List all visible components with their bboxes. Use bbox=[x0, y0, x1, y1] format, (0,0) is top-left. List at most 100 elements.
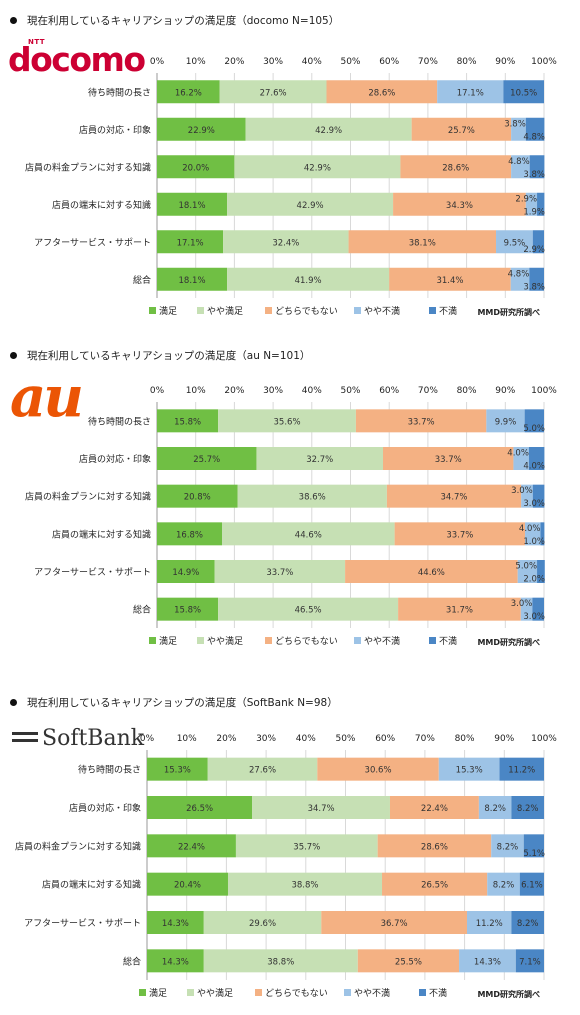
au-logo: au bbox=[10, 364, 84, 430]
data-label: 15.8% bbox=[174, 417, 201, 427]
legend-swatch bbox=[354, 307, 361, 314]
bar-segment bbox=[520, 597, 533, 621]
category-label: 待ち時間の長さ bbox=[88, 415, 151, 427]
bar-segment bbox=[437, 80, 504, 104]
bar-segment bbox=[218, 409, 356, 433]
x-tick-label: 10% bbox=[186, 57, 206, 67]
data-label: 22.4% bbox=[178, 842, 205, 852]
x-tick-label: 90% bbox=[495, 57, 515, 67]
data-label: 1.9% bbox=[523, 207, 545, 217]
data-label: 22.9% bbox=[188, 126, 215, 136]
legend-label: やや満足 bbox=[197, 988, 233, 999]
category-label: 総合 bbox=[133, 604, 151, 616]
legend-swatch bbox=[429, 307, 436, 314]
data-label: 3.0% bbox=[511, 486, 533, 496]
bar-segment bbox=[203, 949, 358, 973]
legend-label: やや満足 bbox=[207, 306, 243, 317]
bar-segment bbox=[523, 834, 544, 858]
bar-segment bbox=[227, 192, 394, 216]
bar-segment bbox=[521, 484, 533, 508]
category-label: 店員の対応・印象 bbox=[79, 453, 151, 465]
data-label: 32.7% bbox=[306, 455, 333, 465]
data-label: 9.5% bbox=[504, 238, 526, 248]
legend-swatch bbox=[197, 637, 204, 644]
category-label: 店員の端末に対する知識 bbox=[52, 199, 151, 211]
legend-label: 満足 bbox=[159, 306, 177, 317]
data-label: 42.9% bbox=[315, 126, 342, 136]
data-label: 33.7% bbox=[266, 568, 293, 578]
data-label: 22.4% bbox=[421, 804, 448, 814]
bar-segment bbox=[157, 560, 215, 583]
legend-label: やや不満 bbox=[364, 636, 400, 647]
au-section: 現在利用しているキャリアショップの満足度（au N=101） au 0% 10% 2… bbox=[0, 335, 580, 680]
bar-segment bbox=[252, 796, 390, 819]
bar-segment bbox=[214, 560, 346, 583]
data-label: 5.0% bbox=[523, 424, 545, 434]
x-tick-label: 0% bbox=[150, 386, 165, 396]
bar-segment bbox=[157, 522, 223, 546]
data-label: 17.1% bbox=[457, 88, 484, 98]
bar-segment bbox=[377, 834, 492, 858]
bar-segment bbox=[245, 117, 412, 141]
x-tick-label: 60% bbox=[375, 734, 395, 744]
x-tick-label: 100% bbox=[531, 57, 557, 67]
bar-segment bbox=[157, 192, 228, 216]
source-note: MMD研究所調べ bbox=[477, 307, 540, 317]
bar-segment bbox=[503, 80, 544, 104]
data-label: 25.7% bbox=[193, 455, 220, 465]
bar-segment bbox=[147, 949, 204, 973]
legend-swatch bbox=[255, 989, 262, 996]
softbank-chart-title: 現在利用しているキャリアショップの満足度（SoftBank N=98） bbox=[10, 695, 338, 710]
data-label: 2.9% bbox=[523, 245, 545, 255]
bar-segment bbox=[496, 230, 533, 254]
bar-segment bbox=[147, 911, 204, 934]
data-label: 27.6% bbox=[249, 766, 276, 776]
category-label: 店員の対応・印象 bbox=[79, 124, 151, 136]
legend-swatch bbox=[139, 989, 146, 996]
category-label: 待ち時間の長さ bbox=[78, 764, 141, 776]
data-label: 34.7% bbox=[441, 493, 468, 503]
data-label: 11.2% bbox=[476, 919, 503, 929]
x-tick-label: 20% bbox=[216, 734, 236, 744]
data-label: 3.8% bbox=[523, 282, 545, 292]
x-tick-label: 100% bbox=[531, 386, 557, 396]
bullet-icon bbox=[10, 16, 17, 24]
bar-segment bbox=[157, 409, 219, 433]
category-label: 店員の料金プランに対する知識 bbox=[25, 161, 151, 173]
data-label: 35.6% bbox=[274, 417, 301, 427]
data-label: 33.7% bbox=[408, 417, 435, 427]
bar-segment bbox=[400, 155, 512, 179]
x-tick-label: 50% bbox=[335, 734, 355, 744]
bar-segment bbox=[382, 872, 488, 896]
data-label: 28.6% bbox=[421, 842, 448, 852]
softbank-chart: 0% 10% 20% 30% 40% 50% 60% 70% 80% 90% 100% 待ち時間の長さ… bbox=[15, 734, 557, 999]
data-label: 2.9% bbox=[515, 194, 537, 204]
x-tick-label: 80% bbox=[455, 734, 475, 744]
bar-segment bbox=[510, 267, 530, 291]
data-label: 8.2% bbox=[517, 804, 539, 814]
legend-swatch bbox=[429, 637, 436, 644]
legend-swatch bbox=[265, 307, 272, 314]
bar-segment bbox=[386, 484, 522, 508]
bar-segment bbox=[147, 757, 208, 781]
data-label: 5.1% bbox=[523, 849, 545, 859]
data-label: 20.8% bbox=[184, 493, 211, 503]
x-tick-label: 90% bbox=[495, 386, 515, 396]
bar-segment bbox=[237, 484, 387, 508]
data-label: 3.0% bbox=[511, 599, 533, 609]
x-tick-label: 20% bbox=[224, 57, 244, 67]
x-tick-label: 50% bbox=[340, 57, 360, 67]
category-label: アフターサービス・サポート bbox=[34, 567, 151, 578]
bar-segment bbox=[157, 117, 246, 141]
docomo-logo-text: docomo bbox=[8, 40, 146, 79]
data-label: 16.8% bbox=[176, 530, 203, 540]
data-label: 1.0% bbox=[523, 537, 545, 547]
data-label: 3.0% bbox=[523, 612, 545, 622]
data-label: 14.3% bbox=[162, 957, 189, 967]
bar-segment bbox=[525, 522, 541, 546]
bar-segment bbox=[157, 230, 224, 254]
bar-segment bbox=[256, 447, 384, 470]
category-label: 店員の対応・印象 bbox=[69, 802, 141, 814]
bar-segment bbox=[157, 484, 238, 508]
bar-segment bbox=[157, 80, 220, 104]
